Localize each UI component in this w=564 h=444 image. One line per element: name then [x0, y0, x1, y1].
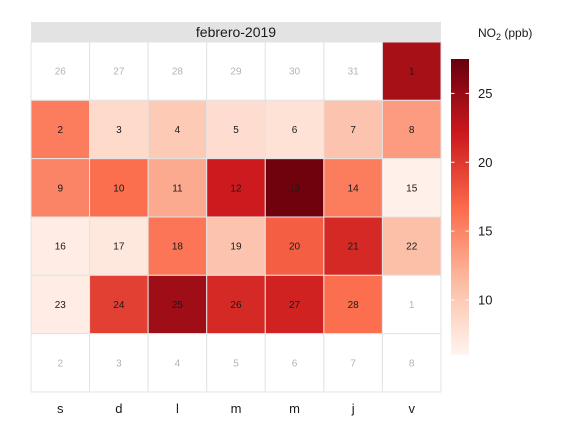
- heatmap-cell: [264, 274, 325, 335]
- x-tick-label: m: [231, 401, 242, 416]
- cell-day-label: 11: [172, 183, 183, 194]
- cell-day-label: 26: [230, 300, 242, 311]
- heatmap-cell: [264, 158, 325, 218]
- cell-day-label: 24: [113, 300, 125, 311]
- heatmap-cell: [30, 216, 91, 276]
- cell-day-label: 3: [116, 125, 122, 136]
- cell-day-label: 21: [348, 242, 360, 253]
- cell-day-label: 6: [292, 125, 298, 136]
- x-tick-label: m: [289, 401, 300, 416]
- x-tick-label: s: [57, 401, 64, 416]
- heatmap-cell: [147, 274, 208, 335]
- heatmap-cell: [206, 99, 266, 160]
- x-tick-label: v: [408, 401, 415, 416]
- cell-day-label: 22: [406, 242, 418, 253]
- heatmap-cell: [264, 41, 325, 101]
- cell-day-label: 14: [348, 183, 360, 194]
- cell-day-label: 4: [175, 125, 181, 136]
- heatmap-cell: [30, 333, 91, 393]
- heatmap-cell: [89, 99, 149, 160]
- cell-day-label: 20: [289, 242, 301, 253]
- cell-day-label: 15: [406, 183, 418, 194]
- heatmap-cell: [206, 216, 266, 276]
- heatmap-cell: [323, 274, 383, 335]
- cell-day-label: 18: [172, 242, 184, 253]
- heatmap-cell: [206, 274, 266, 335]
- legend-color-bar: [451, 59, 469, 355]
- heatmap-cell: [323, 99, 383, 160]
- cell-day-label: 31: [348, 67, 360, 78]
- legend-title-subscript: 2: [496, 32, 501, 42]
- cell-day-label: 9: [58, 183, 64, 194]
- cell-day-label: 7: [350, 125, 356, 136]
- heatmap-cell: [147, 216, 208, 276]
- heatmap-cell: [381, 333, 442, 393]
- panel-title: febrero-2019: [196, 24, 276, 40]
- legend-tick-label: 15: [478, 224, 492, 239]
- legend-tick-label: 10: [478, 292, 492, 307]
- x-tick-label: d: [115, 401, 122, 416]
- cell-day-label: 28: [348, 300, 360, 311]
- color-legend: NO2 (ppb) 10 15 20 25: [451, 26, 532, 355]
- legend-tick-label: 25: [478, 86, 492, 101]
- heatmap-cell: [381, 99, 442, 160]
- heatmap-cell: [323, 333, 383, 393]
- cell-day-label: 10: [113, 183, 125, 194]
- cell-day-label: 26: [55, 67, 67, 78]
- cell-day-label: 16: [55, 242, 67, 253]
- cell-day-label: 5: [233, 358, 239, 369]
- cell-day-label: 28: [172, 67, 184, 78]
- heatmap-cell: [381, 274, 442, 335]
- cell-day-label: 23: [55, 300, 67, 311]
- cell-day-label: 4: [175, 358, 181, 369]
- legend-tick-label: 20: [478, 155, 492, 170]
- legend-title: NO2 (ppb): [478, 26, 532, 42]
- calendar-panel: febrero-2019 26 27 28 29 30 31 12 3 4 5 6 7 89 10 11 12…: [30, 22, 442, 416]
- cell-day-label: 7: [350, 358, 356, 369]
- heatmap-cell: [381, 41, 442, 101]
- cell-day-label: 2: [58, 358, 64, 369]
- cell-day-label: 1: [409, 67, 415, 78]
- cell-day-label: 2: [58, 125, 64, 136]
- heatmap-cell: [206, 158, 266, 218]
- heatmap-cell: [30, 274, 91, 335]
- legend-ticks: 10 15 20 25: [451, 86, 492, 307]
- heatmap-cell: [381, 158, 442, 218]
- cell-day-label: 19: [230, 242, 242, 253]
- cell-day-label: 25: [172, 300, 184, 311]
- heatmap-cell: [30, 99, 91, 160]
- heatmap-cell: [206, 333, 266, 393]
- panel-title-strip: [31, 22, 441, 42]
- cell-day-label: 3: [116, 358, 122, 369]
- cell-day-label: 27: [113, 67, 125, 78]
- legend-title-main: NO: [478, 26, 496, 40]
- cell-day-label: 8: [409, 358, 415, 369]
- legend-title-unit: (ppb): [501, 26, 532, 40]
- cell-day-label: 1: [409, 300, 415, 311]
- x-tick-label: j: [351, 401, 355, 416]
- heatmap-cell: [381, 216, 442, 276]
- heatmap-cell: [30, 158, 91, 218]
- cell-day-label: 27: [289, 300, 301, 311]
- cell-day-label: 17: [113, 242, 125, 253]
- cell-day-label: 30: [289, 67, 301, 78]
- x-tick-label: l: [176, 401, 179, 416]
- heatmap-cell: [323, 216, 383, 276]
- heatmap-cell: [323, 41, 383, 101]
- heatmap-cell: [147, 333, 208, 393]
- cell-day-label: 5: [233, 125, 239, 136]
- cell-day-label: 6: [292, 358, 298, 369]
- cell-day-label: 29: [230, 67, 242, 78]
- cell-day-label: 12: [230, 183, 242, 194]
- cell-day-label: 8: [409, 125, 415, 136]
- heatmap-cell: [89, 333, 149, 393]
- heatmap-cell: [264, 99, 325, 160]
- cell-day-label: 13: [289, 183, 301, 194]
